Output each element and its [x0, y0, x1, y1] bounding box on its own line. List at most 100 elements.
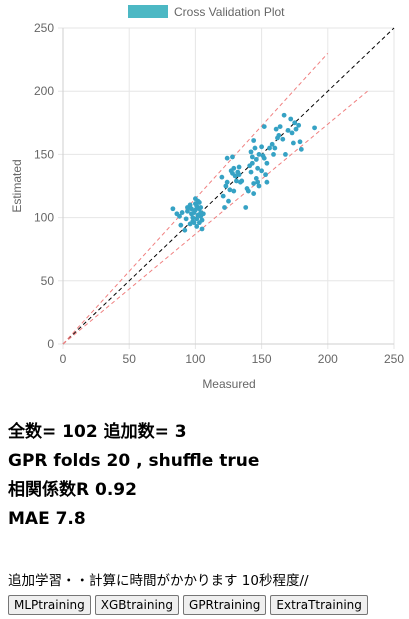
data-point	[271, 152, 276, 157]
data-point	[183, 216, 189, 222]
data-point	[220, 193, 226, 199]
data-point	[194, 216, 200, 222]
chart-grid	[58, 27, 395, 349]
x-tick-label: 100	[185, 352, 205, 366]
reference-line	[62, 90, 368, 345]
data-point	[236, 172, 242, 178]
x-axis-title: Measured	[202, 377, 255, 391]
data-point	[194, 203, 200, 209]
data-point	[190, 215, 196, 221]
data-point	[194, 224, 200, 229]
x-tick-label: 50	[123, 352, 137, 366]
data-point	[277, 124, 283, 129]
data-point	[256, 152, 262, 157]
data-point	[187, 221, 193, 227]
data-point	[298, 146, 304, 152]
training-note: 追加学習・・計算に時間がかかります 10秒程度//	[8, 573, 309, 589]
data-point	[185, 205, 190, 210]
data-point	[249, 154, 255, 160]
data-point	[219, 174, 225, 180]
data-point	[292, 120, 298, 126]
data-point	[230, 170, 235, 176]
extra-training-button[interactable]: ExtraTtraining	[270, 595, 368, 615]
data-point	[256, 183, 262, 189]
y-tick-label: 50	[41, 274, 55, 288]
data-point	[261, 124, 267, 129]
data-point	[198, 205, 204, 210]
data-points	[170, 112, 317, 233]
data-point	[182, 227, 188, 233]
data-point	[224, 179, 230, 185]
data-point	[248, 169, 254, 175]
data-point	[280, 136, 286, 142]
data-point	[269, 141, 275, 147]
data-point	[261, 155, 267, 161]
y-tick-label: 150	[34, 147, 54, 161]
data-point	[290, 140, 296, 146]
training-buttons: MLPtraining XGBtraining GPRtraining Extr…	[8, 595, 368, 615]
data-point	[226, 198, 231, 204]
legend-swatch[interactable]	[128, 5, 168, 18]
data-point	[296, 122, 302, 128]
data-point	[267, 145, 272, 151]
data-point	[272, 145, 278, 151]
cross-validation-chart: 0 50 100 150 200 250 0 50 100 150 200 250 Cross Val…	[10, 5, 404, 391]
data-point	[255, 179, 261, 185]
data-point	[263, 172, 268, 178]
data-point	[198, 210, 204, 215]
stats-correlation: 相関係数R 0.92	[8, 480, 137, 500]
data-point	[285, 127, 291, 133]
data-point	[245, 188, 251, 194]
data-point	[253, 176, 259, 181]
data-point	[251, 138, 257, 143]
data-point	[196, 200, 202, 205]
stats-method: GPR folds 20 , shuffle true	[8, 451, 260, 471]
data-point	[193, 207, 198, 213]
data-point	[255, 165, 261, 171]
data-point	[231, 165, 237, 171]
data-point	[259, 168, 264, 174]
xgb-training-button[interactable]: XGBtraining	[94, 595, 180, 615]
data-point	[251, 191, 257, 196]
data-point	[251, 181, 257, 186]
data-point	[252, 145, 258, 151]
data-point	[239, 178, 245, 184]
axis-ticks: 0 50 100 150 200 250 0 50 100 150 200 250	[34, 21, 404, 366]
data-point	[222, 205, 227, 210]
mlp-training-button[interactable]: MLPtraining	[8, 595, 91, 615]
data-point	[224, 155, 230, 161]
y-tick-label: 250	[34, 21, 54, 35]
data-point	[227, 187, 233, 193]
data-point	[236, 164, 242, 170]
legend-label[interactable]: Cross Validation Plot	[174, 5, 285, 19]
x-tick-label: 150	[252, 352, 272, 366]
reference-lines	[62, 27, 395, 345]
data-point	[253, 157, 259, 162]
x-tick-label: 0	[60, 352, 67, 366]
data-point	[230, 154, 235, 160]
data-point	[234, 178, 239, 184]
y-tick-label: 0	[47, 337, 54, 351]
data-point	[289, 130, 295, 136]
data-point	[223, 183, 229, 189]
data-point	[249, 160, 255, 166]
y-tick-label: 100	[34, 211, 54, 225]
data-point	[276, 133, 282, 138]
x-tick-label: 250	[384, 352, 404, 366]
data-point	[281, 112, 287, 118]
data-point	[179, 210, 185, 215]
data-point	[177, 213, 182, 219]
data-point	[199, 226, 205, 232]
data-point	[259, 144, 264, 150]
data-point	[283, 152, 288, 157]
data-point	[297, 139, 303, 145]
data-point	[264, 160, 270, 166]
gpr-training-button[interactable]: GPRtraining	[183, 595, 267, 615]
data-point	[288, 116, 294, 122]
x-tick-label: 200	[318, 352, 338, 366]
data-point	[199, 217, 205, 223]
data-point	[185, 208, 190, 214]
reference-line	[62, 27, 395, 345]
data-point	[231, 188, 237, 194]
data-point	[248, 149, 254, 155]
